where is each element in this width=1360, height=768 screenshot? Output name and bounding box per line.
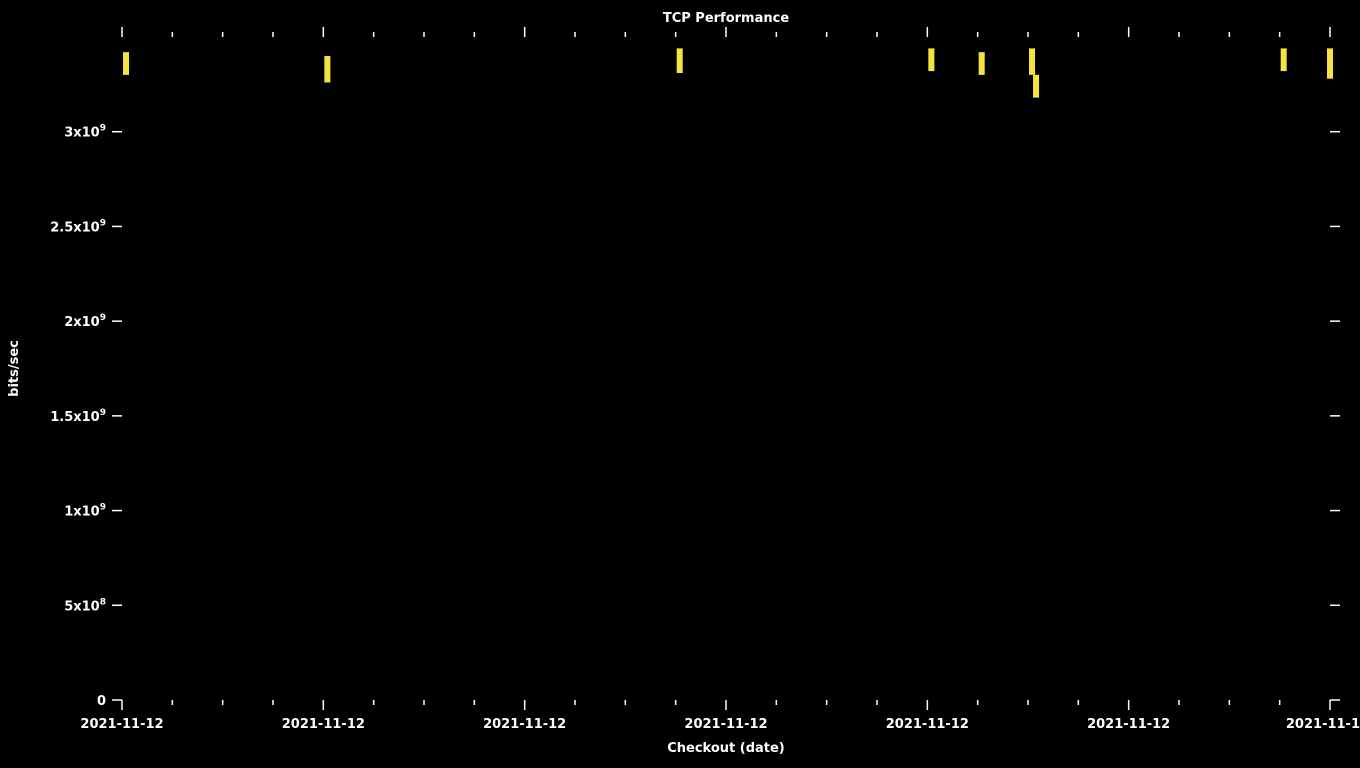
- chart-background: [0, 0, 1360, 768]
- y-tick-label: 1x109: [64, 503, 106, 520]
- data-bar: [324, 56, 330, 83]
- y-tick-label: 0: [97, 694, 106, 709]
- y-tick-label: 3x109: [64, 124, 106, 141]
- x-tick-label: 2021-11-12: [483, 717, 566, 732]
- x-tick-label: 2021-11-12: [80, 717, 163, 732]
- y-tick-label: 2x109: [64, 313, 106, 330]
- chart-title: TCP Performance: [663, 11, 789, 26]
- data-bar: [1029, 48, 1035, 75]
- data-bar: [928, 48, 934, 71]
- data-bar: [677, 48, 683, 73]
- data-bar: [1281, 48, 1287, 71]
- data-bar: [123, 52, 129, 75]
- tcp-performance-chart: TCP Performance bits/sec Checkout (date)…: [0, 0, 1360, 768]
- data-bar: [979, 52, 985, 75]
- x-tick-label: 2021-11-12: [886, 717, 969, 732]
- x-tick-label: 2021-11-1: [1286, 717, 1360, 732]
- y-tick-label: 1.5x109: [50, 408, 106, 425]
- x-tick-label: 2021-11-12: [282, 717, 365, 732]
- y-tick-label: 2.5x109: [50, 218, 106, 235]
- x-axis-label: Checkout (date): [667, 741, 785, 756]
- data-bar: [1033, 75, 1039, 98]
- data-bar: [1327, 48, 1333, 78]
- x-tick-label: 2021-11-12: [1087, 717, 1170, 732]
- y-axis-label: bits/sec: [7, 340, 22, 397]
- y-tick-label: 5x108: [64, 597, 106, 614]
- x-tick-label: 2021-11-12: [684, 717, 767, 732]
